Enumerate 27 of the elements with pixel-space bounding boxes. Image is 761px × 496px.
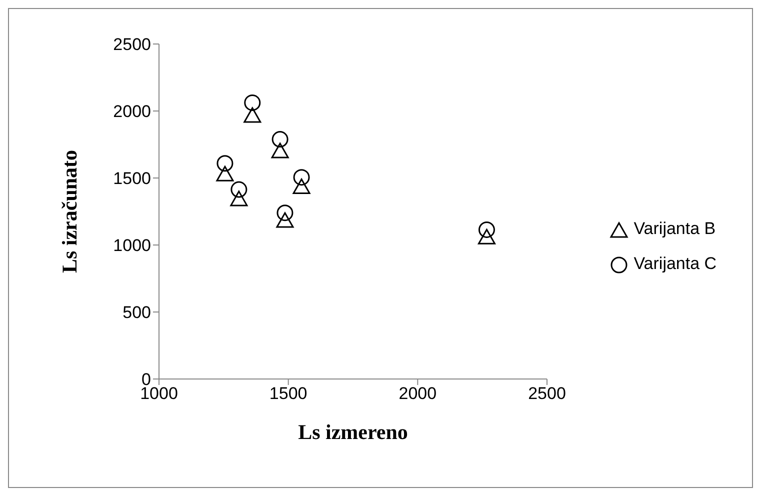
y-tick-label: 2000 bbox=[113, 102, 151, 122]
point bbox=[272, 131, 288, 148]
point bbox=[216, 166, 234, 182]
x-tick-label: 2500 bbox=[528, 384, 566, 404]
point bbox=[293, 169, 310, 186]
point bbox=[230, 190, 248, 206]
x-axis-title: Ls izmereno bbox=[298, 420, 408, 444]
point bbox=[276, 212, 294, 228]
point bbox=[216, 155, 234, 172]
legend-label: Varijanta C bbox=[632, 254, 718, 274]
y-tick-label: 1000 bbox=[113, 236, 151, 256]
x-tick-label: 2000 bbox=[398, 384, 437, 404]
y-tick-label: 2500 bbox=[113, 35, 151, 54]
y-tick-label: 500 bbox=[122, 303, 151, 322]
point bbox=[478, 221, 495, 238]
x-tick-label: 1000 bbox=[140, 384, 178, 404]
point bbox=[244, 94, 261, 111]
x-tick-label: 1500 bbox=[269, 384, 308, 404]
y-axis-title: Ls izračunato bbox=[57, 150, 82, 274]
legend-label: Varijanta B bbox=[632, 218, 717, 240]
point bbox=[292, 178, 310, 194]
y-tick-label: 1500 bbox=[113, 169, 151, 188]
point bbox=[244, 107, 262, 123]
point bbox=[271, 142, 289, 158]
point bbox=[230, 181, 248, 198]
point bbox=[478, 228, 496, 244]
point bbox=[276, 204, 294, 222]
